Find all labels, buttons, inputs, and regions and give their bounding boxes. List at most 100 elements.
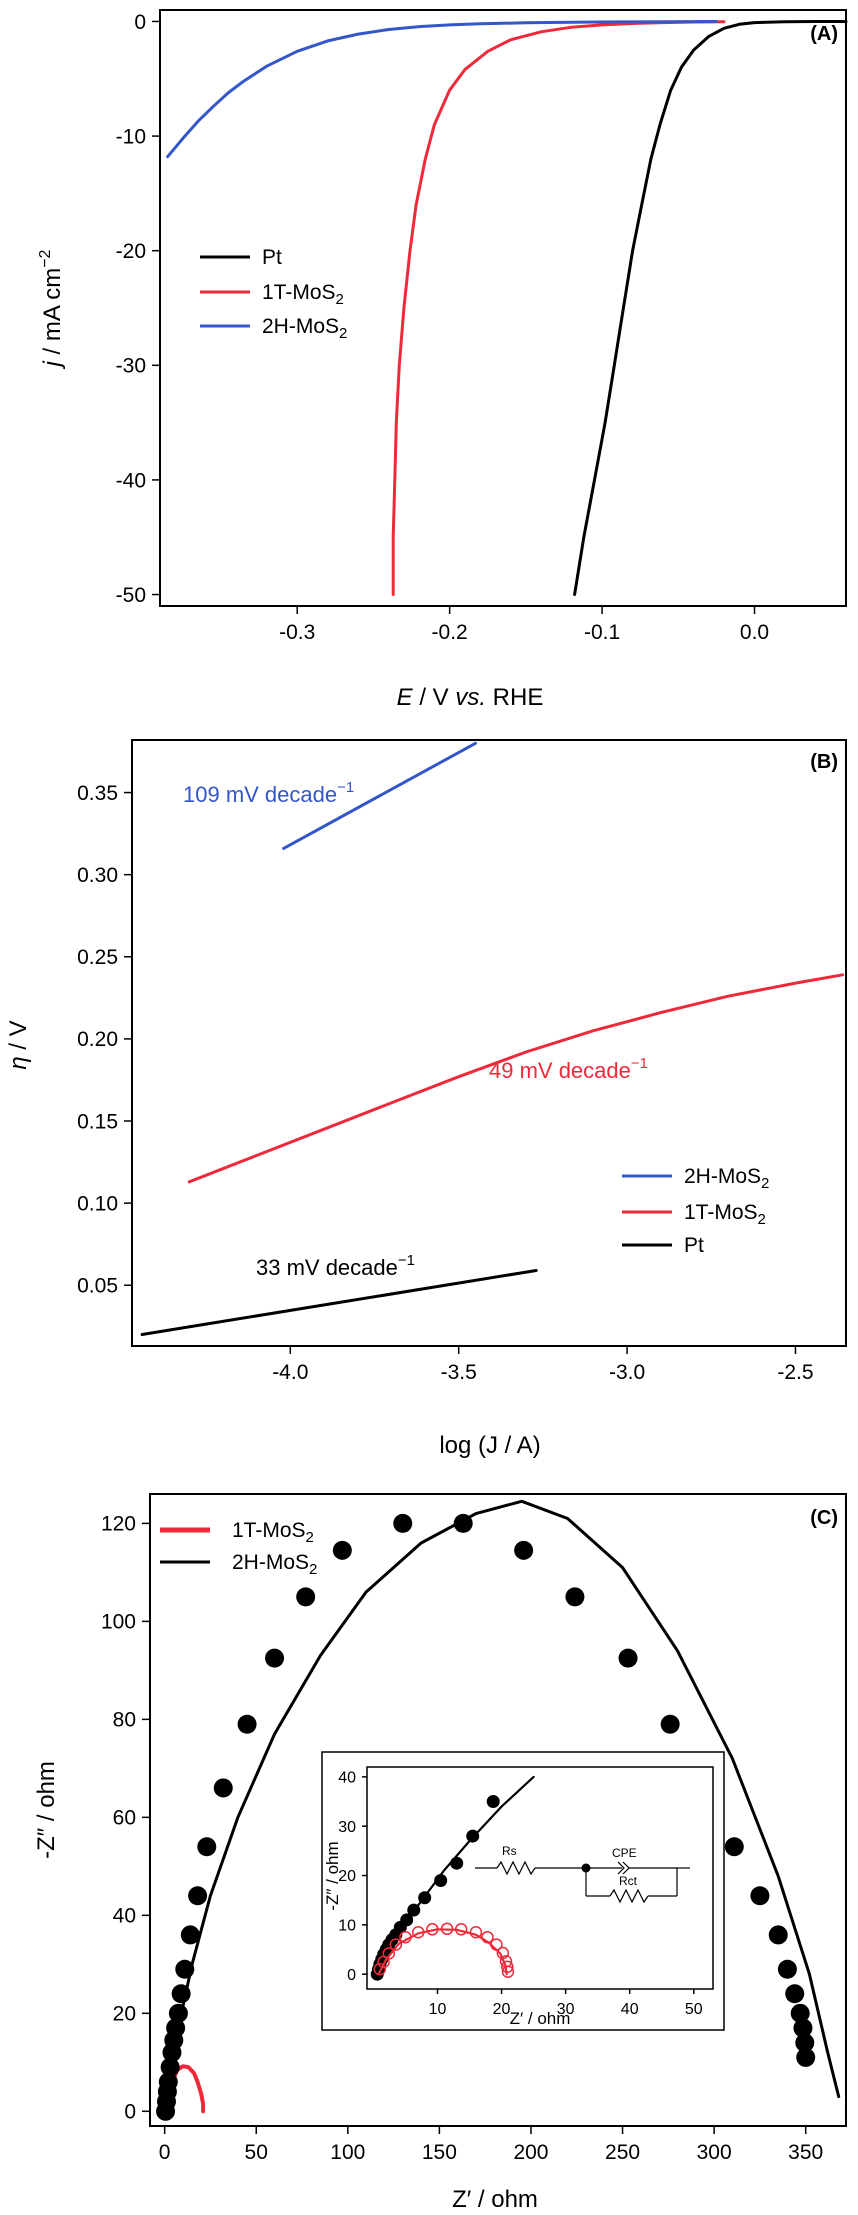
panel-c-frame — [149, 1493, 847, 2127]
inset-point-2h-mos2-data — [418, 1891, 432, 1905]
panel-b-y-tick-label: 0.35 — [77, 782, 118, 805]
inset-x-tick-label: 10 — [429, 2001, 447, 2018]
inset-point-1t-mos2-data — [399, 1930, 412, 1944]
inset-point-2h-mos2-data — [407, 1903, 421, 1917]
panel-c-y-tick-label: 120 — [101, 1513, 136, 1536]
inset-point-1t-mos2-data — [501, 1960, 514, 1974]
panel-c-legend: 1T-MoS2 2H-MoS2 — [160, 1519, 317, 1578]
inset-point-1t-mos2-data — [490, 1938, 503, 1951]
panel-c-point-2h-mos2-data — [514, 1540, 534, 1560]
panel-c-point-2h-mos2-data — [768, 1925, 788, 1945]
panel-c-point-2h-mos2-data — [168, 2003, 188, 2023]
inset-point-1t-mos2-data — [501, 1965, 515, 1978]
panel-c-y-tick-label: 40 — [113, 1905, 136, 1928]
panel-c-point-2h-mos2-data — [180, 1925, 200, 1945]
panel-c-point-2h-mos2-data — [197, 1837, 217, 1857]
inset-point-1t-mos2-data — [469, 1926, 483, 1939]
panel-b-frame — [131, 739, 847, 1347]
panel-c-point-2h-mos2-data — [777, 1959, 797, 1979]
inset-y-tick-label: 10 — [338, 1917, 356, 1934]
equivalent-circuit: Rs CPE Rct — [475, 1844, 690, 1904]
inset-x-axis-label: Z′ / ohm — [510, 2009, 571, 2028]
panel-c-x-tick-label: 350 — [788, 2141, 823, 2164]
panel-b-x-axis-label: log (J / A) — [439, 1432, 540, 1459]
panel-c-point-2h-mos2-data — [785, 1984, 805, 2004]
panel-b-legend-label-2h: 2H-MoS2 — [684, 1165, 769, 1192]
panel-b-y-tick-label: 0.10 — [77, 1192, 118, 1215]
panel-a-y-tick-label: -30 — [116, 355, 146, 378]
panel-c-y-tick-label: 0 — [124, 2101, 136, 2124]
inset-y-tick-label: 40 — [338, 1769, 356, 1786]
panel-a-x-tick-label: -0.3 — [279, 621, 315, 644]
panel-c-label: (C) — [810, 1507, 838, 1529]
panel-c-y-tick-label: 80 — [113, 1709, 136, 1732]
panel-a-x-tick-label: 0.0 — [740, 621, 769, 644]
panel-a-x-tick-label: -0.1 — [584, 621, 620, 644]
panel-c-x-tick-label: 100 — [330, 2141, 365, 2164]
circuit-resistor-rs — [496, 1860, 536, 1876]
inset-series — [370, 1775, 535, 1981]
inset-point-1t-mos2-data — [389, 1938, 403, 1951]
panel-c-legend-label-2h: 2H-MoS2 — [232, 1551, 317, 1578]
panel-b-legend-label-1t: 1T-MoS2 — [684, 1201, 766, 1228]
panel-c-x-tick-label: 0 — [159, 2141, 171, 2164]
panel-c-x-axis-label: Z′ / ohm — [452, 2186, 538, 2213]
inset-x-tick-label: 20 — [493, 2001, 511, 2018]
panel-b-annotation-pt: 33 mV decade−1 — [256, 1252, 415, 1280]
circuit-label-cpe: CPE — [612, 1846, 637, 1860]
panel-c-point-2h-mos2-data — [724, 1837, 744, 1857]
panel-a-line-pt — [573, 20, 848, 596]
panel-b-line-2h-mos2 — [282, 741, 477, 850]
panel-c-point-2h-mos2-data — [565, 1587, 585, 1607]
panel-a-y-tick-label: -20 — [116, 240, 146, 263]
inset-point-1t-mos2-data — [481, 1930, 494, 1944]
inset-point-1t-mos2-data — [373, 1963, 387, 1976]
inset-point-1t-mos2-data — [496, 1946, 510, 1960]
panel-b-legend-label-pt: Pt — [684, 1234, 704, 1257]
panel-b-x-tick-label: -2.5 — [777, 1361, 813, 1384]
panel-c-point-2h-mos2-data — [160, 2057, 180, 2077]
circuit-resistor-rct — [609, 1888, 649, 1904]
panel-a-series — [166, 20, 848, 596]
panel-c-point-2h-mos2-data — [188, 1886, 208, 1906]
panel-b: -4.0 -3.5 -3.0 -2.5 0.05 0.10 0.15 0.20 0.25 0.30… — [5, 739, 847, 1459]
inset-point-1t-mos2-data — [412, 1926, 425, 1939]
panel-c-series — [156, 1499, 841, 2121]
panel-b-y-axis-label: η / V — [5, 1020, 32, 1069]
panel-c-point-2h-mos2-data — [790, 2003, 810, 2023]
panel-c-x-tick-label: 250 — [605, 2141, 640, 2164]
inset-point-2h-mos2-data — [434, 1873, 448, 1887]
inset-plot-frame — [366, 1766, 714, 1990]
panel-c-point-2h-mos2-data — [166, 2018, 186, 2038]
panel-a-legend-label-1t: 1T-MoS2 — [262, 281, 344, 308]
circuit-label-rs: Rs — [502, 1844, 517, 1858]
panel-b-x-tick-label: -3.0 — [609, 1361, 645, 1384]
panel-a-y-tick-label: -40 — [116, 469, 146, 492]
panel-c-x-tick-label: 50 — [245, 2141, 268, 2164]
panel-b-y-tick-label: 0.15 — [77, 1110, 118, 1133]
panel-b-legend: 2H-MoS2 1T-MoS2 Pt — [622, 1165, 769, 1257]
panel-a-y-axis-label: j / mA cm−2 — [37, 249, 66, 369]
panel-b-line-1t-mos2 — [187, 973, 845, 1184]
panel-b-y-tick-label: 0.05 — [77, 1275, 118, 1298]
inset-x-tick-label: 40 — [621, 2001, 639, 2018]
panel-a-line-2h-mos2 — [166, 20, 718, 159]
panel-b-y-tick-label: 0.20 — [77, 1028, 118, 1051]
panel-c-line-2h-mos2-fit — [163, 1499, 841, 2113]
panel-c-x-tick-label: 300 — [697, 2141, 732, 2164]
panel-a-y-tick-label: 0 — [134, 11, 146, 34]
inset-point-2h-mos2-data — [466, 1829, 480, 1843]
inset-point-1t-mos2-data — [440, 1922, 454, 1936]
panel-b-label: (B) — [810, 751, 838, 773]
circuit-label-rct: Rct — [619, 1874, 638, 1888]
panel-a-legend-label-pt: Pt — [262, 246, 282, 269]
inset-x-tick-label: 50 — [685, 2001, 703, 2018]
panel-b-line-pt — [140, 1269, 538, 1336]
panel-b-ticks: -4.0 -3.5 -3.0 -2.5 0.05 0.10 0.15 0.20 0.25 0.30… — [77, 782, 813, 1384]
inset-y-tick-label: 0 — [347, 1967, 356, 1984]
panel-c-point-2h-mos2-data — [393, 1513, 413, 1533]
panel-a-x-axis-label: E / V vs. RHE — [397, 684, 544, 711]
panel-c-y-axis-label: -Z″ / ohm — [33, 1761, 60, 1859]
